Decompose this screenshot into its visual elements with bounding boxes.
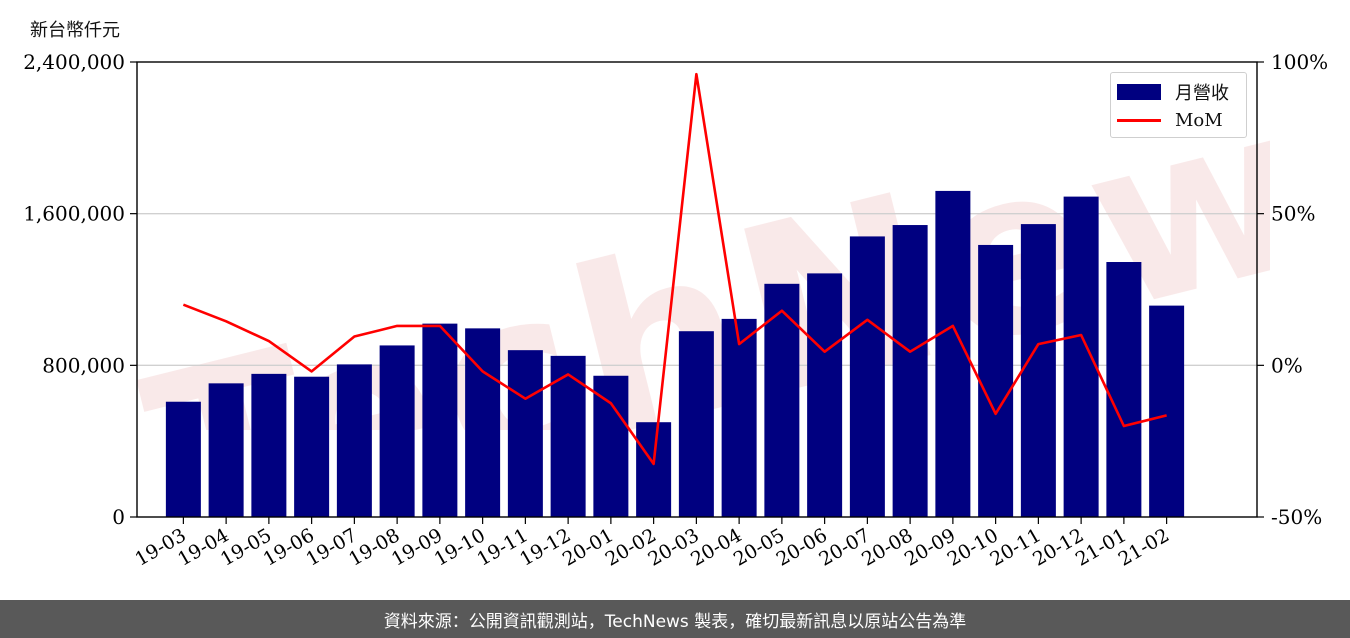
right-tick-label: 100% [1271,50,1328,74]
revenue-bar [1020,224,1056,517]
revenue-bar [593,375,629,517]
revenue-bar [636,422,672,517]
legend-swatch-bar [1117,84,1161,100]
legend: 月營收 MoM [1110,72,1247,138]
revenue-bar [294,376,330,517]
revenue-bar [678,331,714,517]
legend-label-revenue: 月營收 [1175,83,1229,104]
mom-line [182,72,1167,466]
revenue-bar [978,244,1014,517]
line-layer [182,72,1167,466]
revenue-bar [1149,305,1185,517]
revenue-bar [208,383,244,517]
revenue-bar [336,364,372,517]
revenue-bar [721,318,757,517]
revenue-bar [935,190,971,517]
revenue-bar [1106,262,1142,517]
left-tick-label: 1,600,000 [23,202,125,226]
x-tick-label: 21-02 [1115,524,1173,570]
left-tick-label: 2,400,000 [23,50,125,74]
revenue-bar [165,401,201,517]
revenue-bar [849,236,885,517]
revenue-bar [892,225,928,517]
source-footer: 資料來源：公開資訊觀測站，TechNews 製表，確切最新訊息以原站公告為準 [0,600,1350,638]
revenue-bar [379,345,415,517]
right-tick-label: 50% [1271,202,1315,226]
revenue-chart: 0800,0001,600,0002,400,000-50%0%50%100%1… [23,50,1328,571]
source-footer-text: 資料來源：公開資訊觀測站，TechNews 製表，確切最新訊息以原站公告為準 [383,611,967,632]
legend-label-mom: MoM [1175,109,1223,131]
revenue-bar [422,323,458,517]
legend-swatch-line [1117,118,1161,122]
revenue-bar [807,273,843,517]
revenue-bar [507,350,543,517]
right-tick-label: 0% [1271,353,1303,377]
legend-item-revenue: 月營收 [1117,79,1229,105]
left-tick-label: 0 [112,505,125,529]
left-tick-label: 800,000 [42,353,125,377]
y-axis-unit-label: 新台幣仟元 [30,20,120,41]
revenue-bar [1063,196,1099,517]
right-tick-label: -50% [1271,505,1322,529]
bar-layer [165,190,1185,517]
revenue-bar [251,373,287,517]
plot-frame [136,61,1258,518]
legend-item-mom: MoM [1117,107,1223,133]
